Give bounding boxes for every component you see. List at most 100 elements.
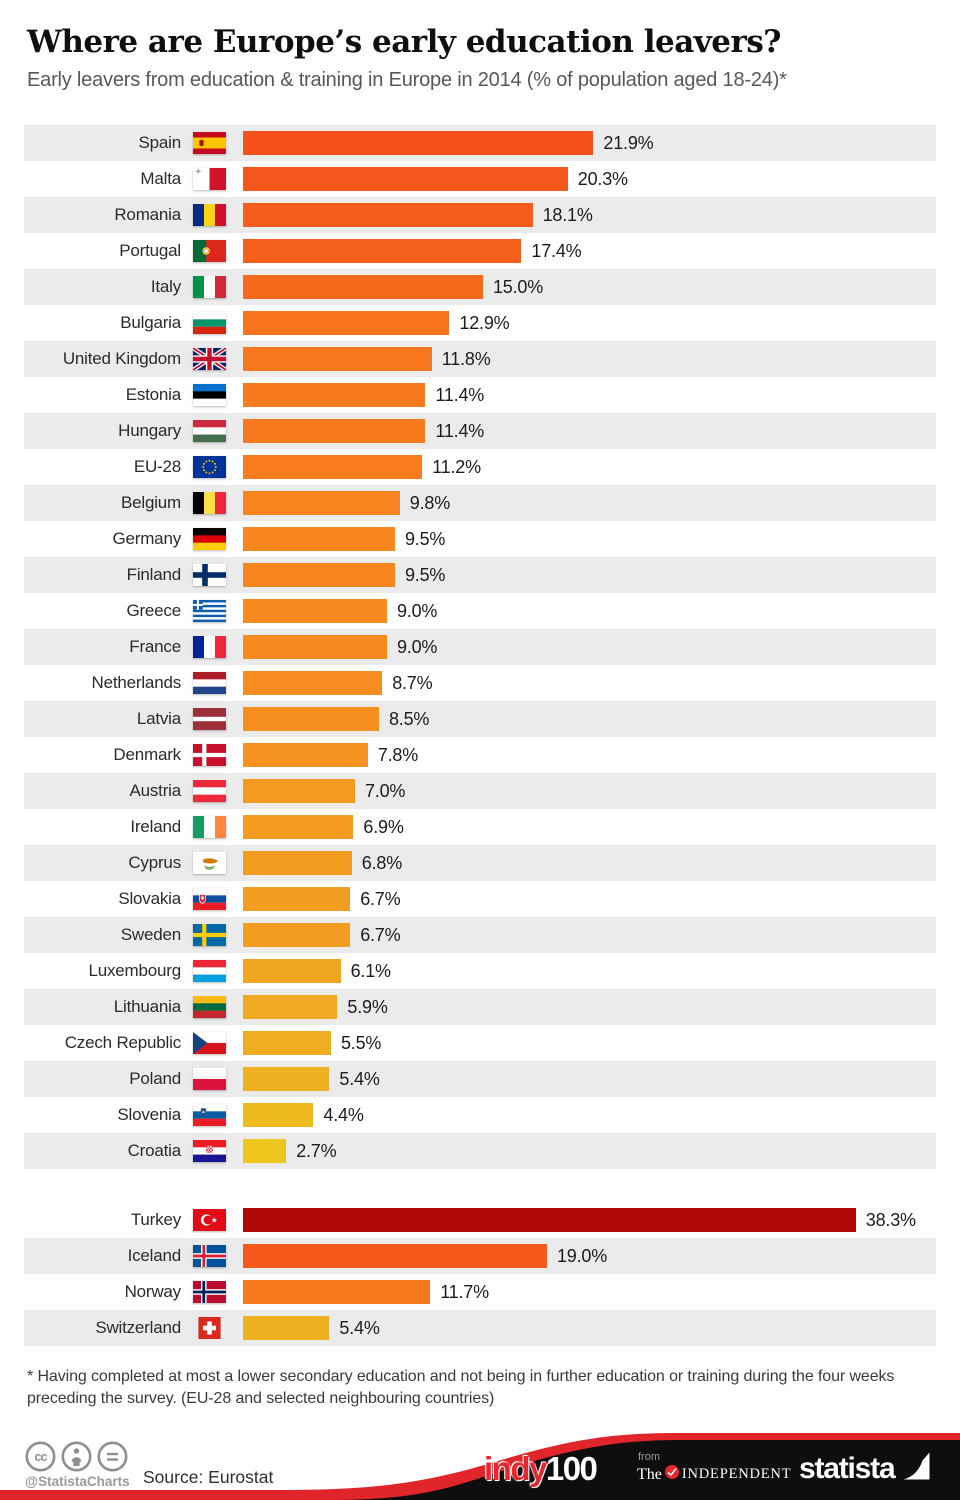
value-bar xyxy=(243,671,383,695)
country-label: Portugal xyxy=(119,241,181,260)
country-label: Sweden xyxy=(120,925,181,944)
page-subtitle: Early leavers from education & training … xyxy=(27,69,787,91)
country-label: Malta xyxy=(140,169,181,188)
chart-row: Lithuania 5.9% xyxy=(24,989,936,1025)
chart-row: Switzerland 5.4% xyxy=(24,1310,936,1346)
value-bar xyxy=(243,1067,330,1091)
chart-row: Belgium 9.8% xyxy=(24,485,936,521)
country-label: Turkey xyxy=(130,1210,181,1229)
value-label: 2.7% xyxy=(296,1140,337,1161)
value-label: 11.7% xyxy=(440,1281,489,1302)
flag-sweden-icon xyxy=(193,924,226,946)
value-label: 11.4% xyxy=(435,420,485,441)
country-label: Finland xyxy=(126,565,182,584)
flag-france-icon xyxy=(193,636,226,658)
country-label: Switzerland xyxy=(95,1318,181,1337)
statista-charts-handle: @StatistaCharts xyxy=(25,1474,130,1489)
cc-license-icon: cc xyxy=(25,1441,56,1477)
chart-row: Bulgaria 12.9% xyxy=(24,305,936,341)
page-title: Where are Europe’s early education leave… xyxy=(27,24,781,60)
value-label: 6.1% xyxy=(350,960,391,981)
country-label: Estonia xyxy=(125,385,182,404)
country-label: Romania xyxy=(114,205,181,224)
bar-chart-eu: Spain 21.9% Malta 20.3% Romania 18.1% Portugal… xyxy=(24,125,936,1169)
black-banner-shape xyxy=(330,1440,960,1500)
value-bar xyxy=(243,1244,547,1268)
chart-row: Estonia 11.4% xyxy=(24,377,936,413)
country-label: Iceland xyxy=(127,1246,182,1265)
value-label: 11.4% xyxy=(435,384,485,405)
value-bar xyxy=(243,851,352,875)
value-label: 5.5% xyxy=(341,1032,382,1053)
value-label: 8.7% xyxy=(392,672,433,693)
flag-slovakia-icon xyxy=(193,888,226,910)
country-label: United Kingdom xyxy=(62,349,181,368)
country-label: EU-28 xyxy=(133,457,181,476)
country-label: Czech Republic xyxy=(64,1033,181,1052)
chart-row: Italy 15.0% xyxy=(24,269,936,305)
chart-row: EU-28 11.2% xyxy=(24,449,936,485)
value-bar xyxy=(243,311,450,335)
flag-united-kingdom-icon xyxy=(193,348,226,370)
value-bar xyxy=(243,1139,287,1163)
flag-netherlands-icon xyxy=(193,672,226,694)
independent-eagle-icon xyxy=(664,1465,679,1484)
chart-row: Slovenia 4.4% xyxy=(24,1097,936,1133)
source-credit: Source: Eurostat xyxy=(143,1467,274,1487)
flag-germany-icon xyxy=(193,528,226,550)
country-label: Germany xyxy=(112,529,181,548)
chart-row: Austria 7.0% xyxy=(24,773,936,809)
value-label: 6.8% xyxy=(361,852,403,873)
value-label: 15.0% xyxy=(493,276,544,297)
value-bar xyxy=(243,959,341,983)
flag-bulgaria-icon xyxy=(193,312,226,334)
value-bar xyxy=(243,923,351,947)
value-bar xyxy=(243,527,395,551)
chart-row: Denmark 7.8% xyxy=(24,737,936,773)
statista-logo: statista xyxy=(799,1452,930,1485)
flag-luxembourg-icon xyxy=(193,960,226,982)
flag-estonia-icon xyxy=(193,384,226,406)
chart-row: Croatia 2.7% xyxy=(24,1133,936,1169)
flag-croatia-icon xyxy=(193,1140,226,1162)
chart-row: Czech Republic 5.5% xyxy=(24,1025,936,1061)
country-label: Latvia xyxy=(136,709,181,728)
value-bar xyxy=(243,563,395,587)
chart-row: Iceland 19.0% xyxy=(24,1238,936,1274)
chart-row: Portugal 17.4% xyxy=(24,233,936,269)
chart-row: Norway 11.7% xyxy=(24,1274,936,1310)
country-label: Austria xyxy=(129,781,181,800)
country-label: Lithuania xyxy=(113,997,181,1016)
value-bar xyxy=(243,131,594,155)
country-label: Netherlands xyxy=(91,673,182,692)
value-label: 6.9% xyxy=(363,816,404,837)
flag-turkey-icon xyxy=(193,1209,226,1231)
flag-slovenia-icon xyxy=(193,1104,226,1126)
flag-iceland-icon xyxy=(193,1245,226,1267)
value-bar xyxy=(243,1280,431,1304)
chart-row: Greece 9.0% xyxy=(24,593,936,629)
country-label: Denmark xyxy=(113,745,181,764)
statista-logo-text: statista xyxy=(799,1451,896,1485)
value-label: 6.7% xyxy=(360,888,401,909)
country-label: Slovakia xyxy=(118,889,181,908)
value-bar xyxy=(243,383,426,407)
cc-license-icons: cc xyxy=(25,1441,128,1477)
no-derivatives-icon xyxy=(97,1441,128,1477)
flag-spain-icon xyxy=(193,132,226,154)
country-label: Luxembourg xyxy=(88,961,181,980)
chart-row: Romania 18.1% xyxy=(24,197,936,233)
country-label: Slovenia xyxy=(117,1105,181,1124)
flag-eu-28-icon xyxy=(193,456,226,478)
value-label: 4.4% xyxy=(323,1104,364,1125)
flag-finland-icon xyxy=(193,564,226,586)
value-label: 21.9% xyxy=(603,132,654,153)
flag-cyprus-icon xyxy=(193,852,226,874)
attribution-icon xyxy=(61,1441,92,1477)
flag-poland-icon xyxy=(193,1068,226,1090)
value-bar xyxy=(243,491,400,515)
independent-logo-the: The xyxy=(637,1465,662,1483)
chart-row: Germany 9.5% xyxy=(24,521,936,557)
country-label: Italy xyxy=(150,277,181,296)
